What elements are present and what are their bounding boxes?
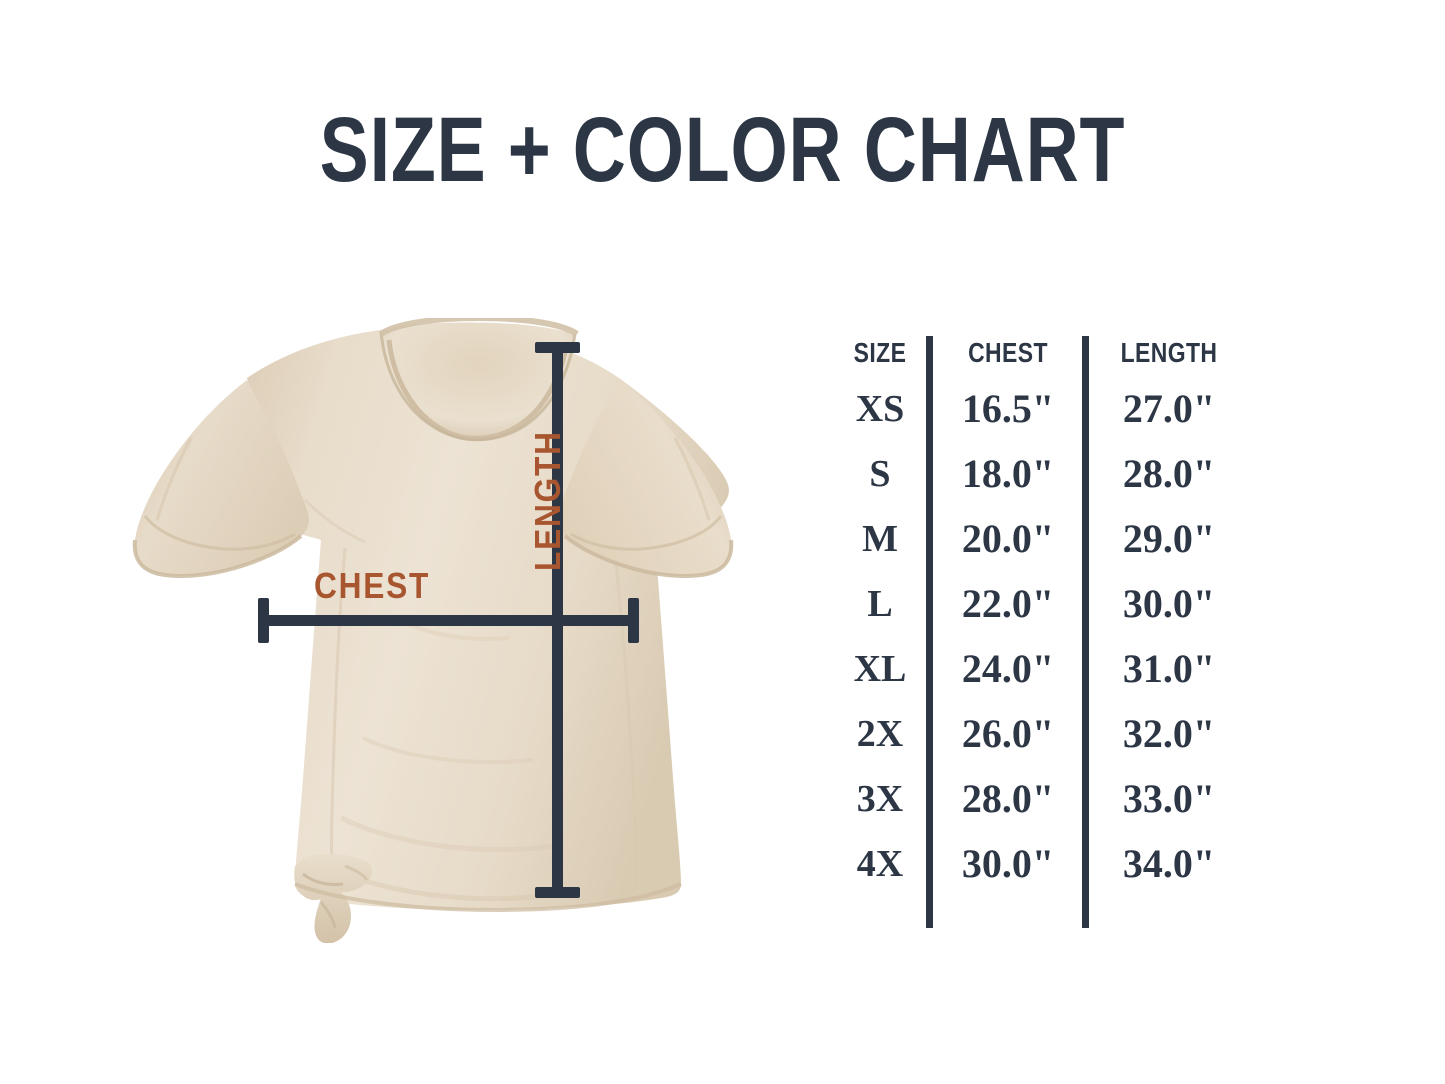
cell-chest-s: 18.0" bbox=[961, 451, 1055, 496]
cell-length-m: 29.0" bbox=[1122, 516, 1216, 561]
cell-chest-3x: 28.0" bbox=[961, 776, 1055, 821]
shirt-hem-knot bbox=[294, 853, 373, 943]
column-size: SIZE XS S M L XL 2X 3X 4X bbox=[830, 336, 930, 898]
cell-size-m: M bbox=[862, 518, 898, 560]
cell-size-4x: 4X bbox=[856, 843, 904, 885]
shirt-sleeve-right bbox=[557, 380, 734, 578]
shirt-sleeve-left bbox=[132, 380, 309, 578]
cell-length-xs: 27.0" bbox=[1122, 386, 1216, 431]
column-chest: CHEST 16.5" 18.0" 20.0" 22.0" 24.0" 26.0… bbox=[934, 336, 1082, 898]
cell-size-l: L bbox=[867, 583, 893, 625]
cell-chest-m: 20.0" bbox=[961, 516, 1055, 561]
cell-size-xs: XS bbox=[855, 388, 905, 430]
size-chart-table: SIZE XS S M L XL 2X 3X 4X CHEST 16.5" 18… bbox=[838, 336, 1248, 928]
cell-length-4x: 34.0" bbox=[1122, 841, 1216, 886]
tshirt-graphic bbox=[132, 318, 734, 943]
column-header-chest: CHEST bbox=[968, 337, 1048, 368]
cell-length-s: 28.0" bbox=[1122, 451, 1216, 496]
cell-chest-l: 22.0" bbox=[961, 581, 1055, 626]
cell-chest-xs: 16.5" bbox=[961, 386, 1055, 431]
cell-length-l: 30.0" bbox=[1122, 581, 1216, 626]
table-divider-1 bbox=[926, 336, 933, 928]
column-length: LENGTH 27.0" 28.0" 29.0" 30.0" 31.0" 32.… bbox=[1090, 336, 1248, 898]
column-header-size: SIZE bbox=[853, 337, 907, 368]
cell-size-2x: 2X bbox=[856, 713, 904, 755]
cell-size-3x: 3X bbox=[856, 778, 904, 820]
cell-chest-xl: 24.0" bbox=[961, 646, 1055, 691]
cell-length-xl: 31.0" bbox=[1122, 646, 1216, 691]
cell-size-s: S bbox=[869, 453, 891, 495]
cell-length-2x: 32.0" bbox=[1122, 711, 1216, 756]
cell-chest-2x: 26.0" bbox=[961, 711, 1055, 756]
shirt-hem-edge bbox=[294, 882, 682, 913]
cell-chest-4x: 30.0" bbox=[961, 841, 1055, 886]
table-divider-2 bbox=[1082, 336, 1089, 928]
tshirt-illustration: CHEST LENGTH bbox=[95, 318, 810, 943]
page-title: SIZE + COLOR CHART bbox=[319, 99, 1126, 201]
cell-size-xl: XL bbox=[853, 648, 907, 690]
column-header-length: LENGTH bbox=[1120, 337, 1218, 368]
cell-length-3x: 33.0" bbox=[1122, 776, 1216, 821]
